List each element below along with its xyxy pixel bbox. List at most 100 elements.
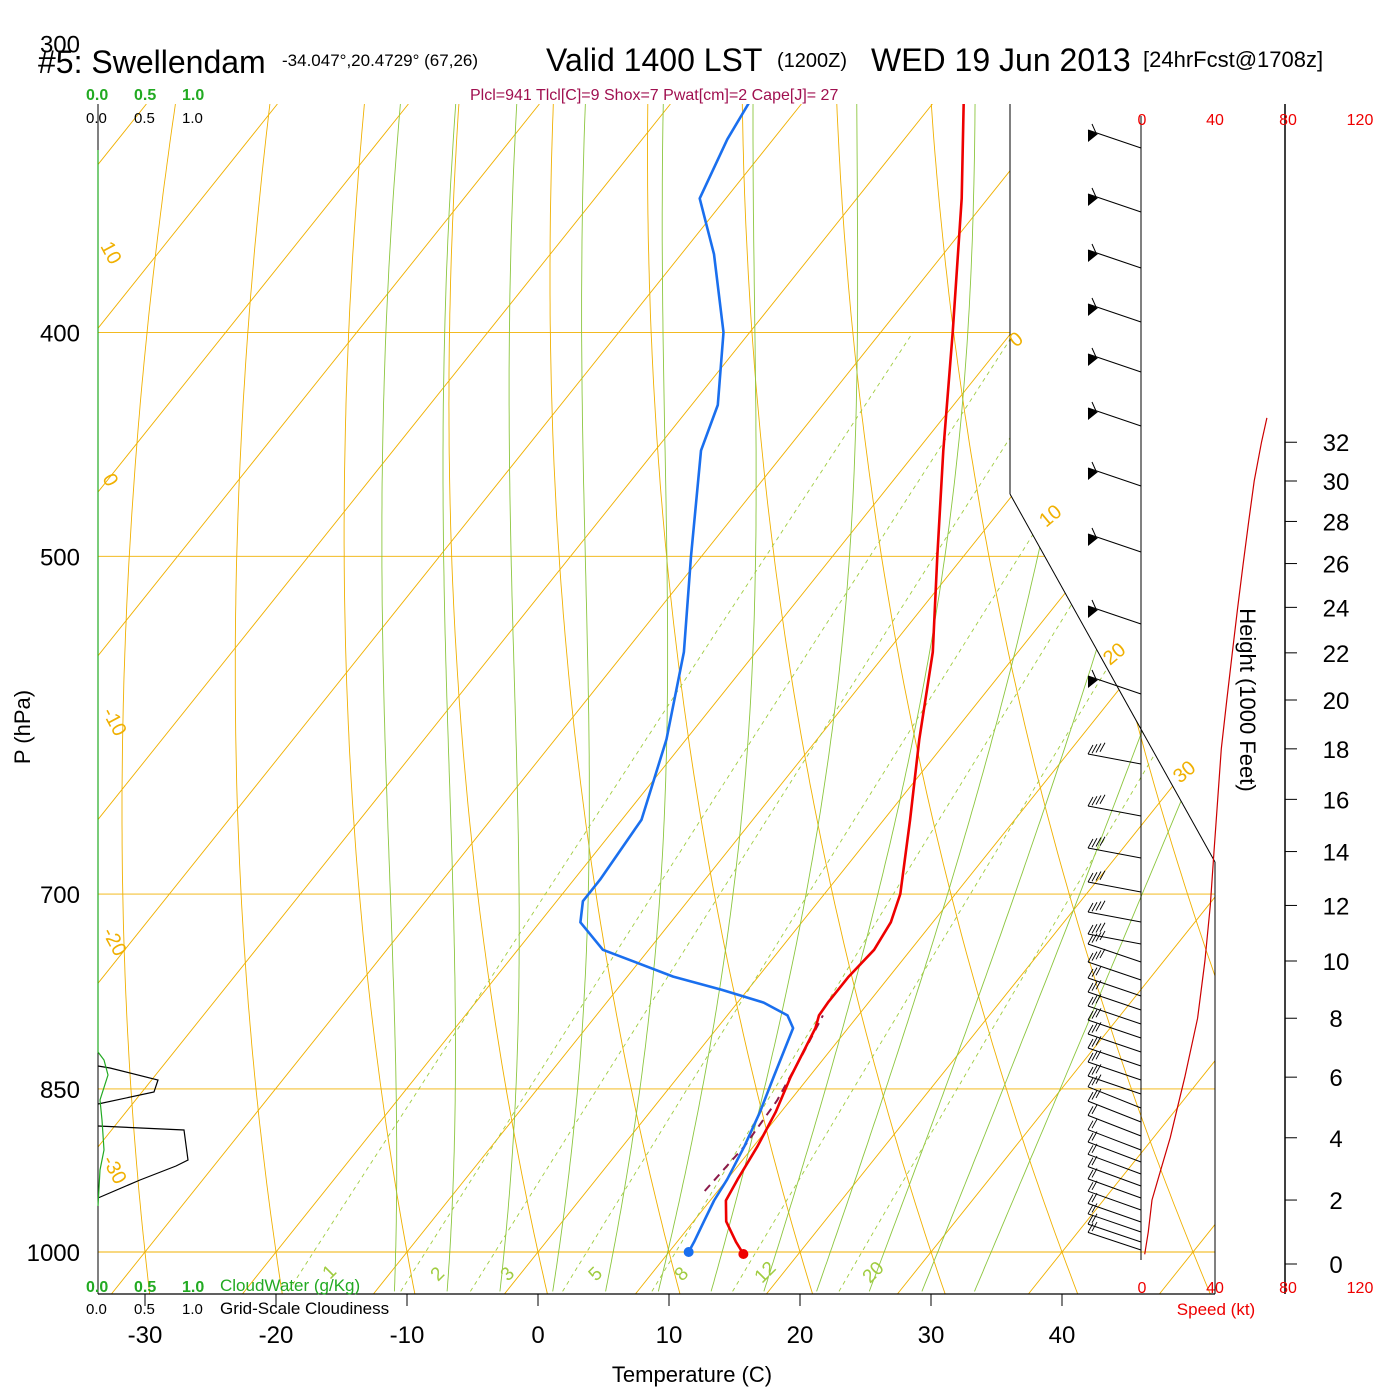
mixing-ratio-line [470, 332, 1078, 1292]
wind-barb [1087, 1143, 1142, 1175]
moist-adiabat-line [381, 104, 426, 1292]
frame-diagonal [1009, 493, 1216, 863]
forecast-date: WED 19 Jun 2013 [871, 42, 1131, 78]
isotherm-line [1159, 104, 1215, 1294]
wind-barb [1087, 742, 1142, 765]
isotherm-line [897, 104, 1215, 1294]
dry-adiabat-line [1025, 104, 1215, 1294]
mixing-ratio-line [732, 332, 1215, 1292]
axis-labels: 2503004005007008501000-30-20-10010020301… [27, 32, 1350, 1349]
height-tick-label: 12 [1323, 893, 1350, 920]
moist-adiabat-line [921, 104, 1215, 1292]
height-tick-label: 16 [1323, 787, 1350, 814]
x-tick-label: -30 [128, 1322, 163, 1349]
height-tick-label: 26 [1323, 552, 1350, 579]
cloud-scale-top-black-0: 0.0 [86, 110, 107, 127]
speed-scale-top: 0 40 80 120 [1138, 112, 1374, 129]
wind-barb [1087, 187, 1142, 213]
moist-adiabat-line [868, 104, 1215, 1292]
pressure-tick-label: 400 [40, 320, 80, 347]
wind-barb [1087, 836, 1142, 859]
wind-barb [1087, 1221, 1142, 1251]
wind-barb [1087, 1213, 1142, 1243]
wind-barb [1087, 1168, 1142, 1199]
dry-adiabat-label: 20 [1099, 639, 1130, 670]
temperature-trace [724, 104, 965, 1255]
pressure-tick-label: 1000 [27, 1240, 80, 1267]
wind-barb [1087, 1008, 1142, 1039]
cloudiness-label: Grid-Scale Cloudiness [220, 1299, 389, 1318]
mixing-ratio-line [562, 332, 1161, 1292]
mixing-ratio-label: 20 [859, 1258, 889, 1288]
wind-barb [1087, 527, 1142, 553]
isotherm-line [504, 104, 1215, 1294]
cloud-scale-top-black-2: 1.0 [182, 110, 203, 127]
speed-bottom-40: 40 [1206, 1280, 1224, 1297]
wind-barb [1087, 1180, 1142, 1211]
station-title: #5: Swellendam [38, 44, 266, 80]
isotherm-line [766, 104, 1215, 1294]
wind-barb [1087, 1036, 1142, 1067]
isotherm-line [1028, 104, 1215, 1294]
stability-indices: Plcl=941 Tlcl[C]=9 Shox=7 Pwat[cm]=2 Cap… [470, 87, 838, 104]
wind-barb [1087, 123, 1142, 149]
x-tick-label: 40 [1049, 1322, 1076, 1349]
wind-barb [1087, 401, 1142, 427]
wind-barb [1087, 461, 1142, 487]
cloud-scale-bottom-black-0: 0.0 [86, 1301, 107, 1318]
moist-adiabat-line [499, 104, 535, 1292]
height-tick-label: 4 [1329, 1126, 1342, 1153]
height-tick-label: 8 [1329, 1006, 1342, 1033]
moist-adiabat-line [710, 104, 859, 1292]
dry-adiabat-line [549, 104, 681, 1294]
mixing-ratio-line [287, 332, 914, 1292]
wind-barb [1087, 1192, 1142, 1223]
wind-barb [1087, 599, 1142, 625]
isotherm-line [373, 104, 1215, 1294]
cloud-profiles [97, 150, 189, 1207]
moist-adiabat-line [442, 104, 478, 1292]
cloud-scale-top-green-2: 1.0 [182, 87, 204, 104]
wind-barb [1087, 297, 1142, 323]
wind-barb [1087, 966, 1142, 997]
wind-barb [1087, 1064, 1142, 1095]
pressure-tick-label: 850 [40, 1077, 80, 1104]
cloud-scale-top-green-0: 0.0 [86, 87, 108, 104]
wind-barb [1087, 243, 1142, 269]
dry-adiabat-label: 0 [98, 470, 123, 490]
height-tick-label: 6 [1329, 1065, 1342, 1092]
sounding-traces [579, 104, 965, 1260]
wind-barb [1087, 1022, 1142, 1053]
mixing-ratio-label: 8 [671, 1263, 693, 1285]
cloud-scale-top: 0.0 0.5 1.0 0.0 0.5 1.0 [86, 87, 204, 127]
speed-axis-label: Speed (kt) [1177, 1300, 1255, 1319]
height-axis-title: Height (1000 Feet) [1235, 608, 1260, 791]
isotherm-line [111, 104, 1064, 1294]
isotherm-line [98, 104, 671, 1294]
station-coords: -34.047°,20.4729° (67,26) [282, 51, 478, 70]
moist-adiabat-line [657, 104, 759, 1292]
moist-adiabat-line [552, 104, 600, 1292]
wind-barb [1087, 948, 1142, 981]
pressure-tick-label: 500 [40, 544, 80, 571]
moist-adiabat-line [605, 104, 673, 1292]
wind-barb [1087, 1050, 1142, 1081]
speed-top-0: 0 [1138, 112, 1147, 129]
cloud-scale-bottom: 0.0 0.5 1.0 CloudWater (g/Kg) 0.0 0.5 1.… [86, 1276, 389, 1318]
wind-barb [1087, 1074, 1142, 1109]
x-tick-label: 30 [918, 1322, 945, 1349]
x-tick-label: -10 [390, 1322, 425, 1349]
height-tick-label: 28 [1323, 509, 1350, 536]
wind-barb [1087, 669, 1142, 695]
dry-adiabat-line [836, 104, 1079, 1294]
dry-adiabat-line [234, 104, 283, 1294]
dry-adiabat-label: 30 [1169, 757, 1200, 788]
dry-adiabat-label: 10 [96, 238, 126, 268]
height-tick-label: 18 [1323, 737, 1350, 764]
height-tick-label: 24 [1323, 595, 1350, 622]
cloud-scale-top-green-1: 0.5 [134, 87, 156, 104]
dry-adiabat-label: 0 [1005, 328, 1028, 352]
speed-scale-bottom: 0 40 80 120 Speed (kt) [1138, 1280, 1374, 1319]
speed-bottom-80: 80 [1279, 1280, 1297, 1297]
